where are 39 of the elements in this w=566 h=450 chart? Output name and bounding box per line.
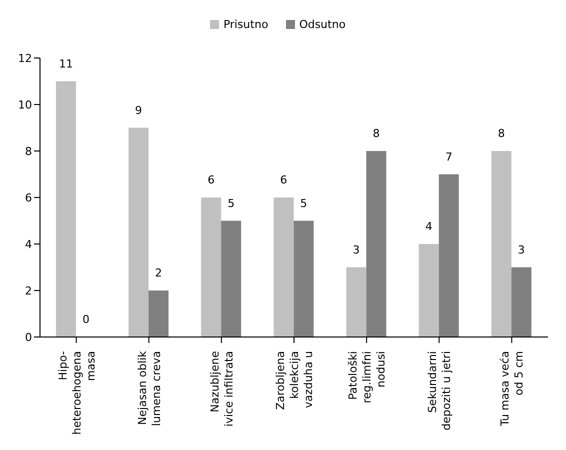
- x-tick-label: Patološki reg.limfni nodusi: [346, 351, 388, 404]
- bar: [366, 151, 386, 337]
- x-tick-label: Tu masa veća od 5 cm: [498, 351, 526, 428]
- bar: [56, 81, 76, 337]
- data-label: 7: [445, 150, 452, 164]
- bar: [511, 267, 532, 337]
- bar: [221, 220, 242, 337]
- y-tick-label: 4: [25, 238, 32, 251]
- legend-label: Odsutno: [298, 18, 346, 31]
- bar: [491, 151, 512, 337]
- data-label: 8: [498, 127, 505, 140]
- y-tick-label: 8: [25, 144, 32, 158]
- data-label: 8: [372, 127, 380, 140]
- bar: [294, 220, 314, 337]
- data-label: 9: [135, 104, 142, 117]
- data-label: 2: [155, 266, 162, 280]
- data-label: 3: [518, 243, 525, 256]
- data-label: 4: [425, 220, 432, 233]
- data-label: 11: [58, 57, 73, 70]
- data-label: 6: [280, 174, 288, 186]
- x-tick-label: Hipo- heteroehogena masa: [56, 350, 98, 435]
- data-label: 6: [208, 174, 215, 186]
- bar: [274, 198, 294, 337]
- data-label: 0: [82, 313, 90, 326]
- data-label: 5: [228, 196, 235, 210]
- bar: [148, 290, 169, 337]
- y-tick-label: 12: [18, 52, 32, 65]
- bar: [418, 244, 439, 337]
- bar: [128, 128, 149, 337]
- y-tick-label: 6: [25, 191, 32, 204]
- legend-label: Prisutno: [222, 18, 268, 31]
- bar: [438, 174, 459, 337]
- bar: [201, 198, 222, 337]
- y-tick-label: 10: [18, 98, 32, 112]
- y-tick-label: 2: [25, 284, 32, 298]
- data-label: 5: [300, 196, 308, 210]
- bar: [346, 267, 366, 337]
- y-tick-label: 0: [25, 330, 32, 344]
- data-label: 3: [352, 243, 360, 256]
